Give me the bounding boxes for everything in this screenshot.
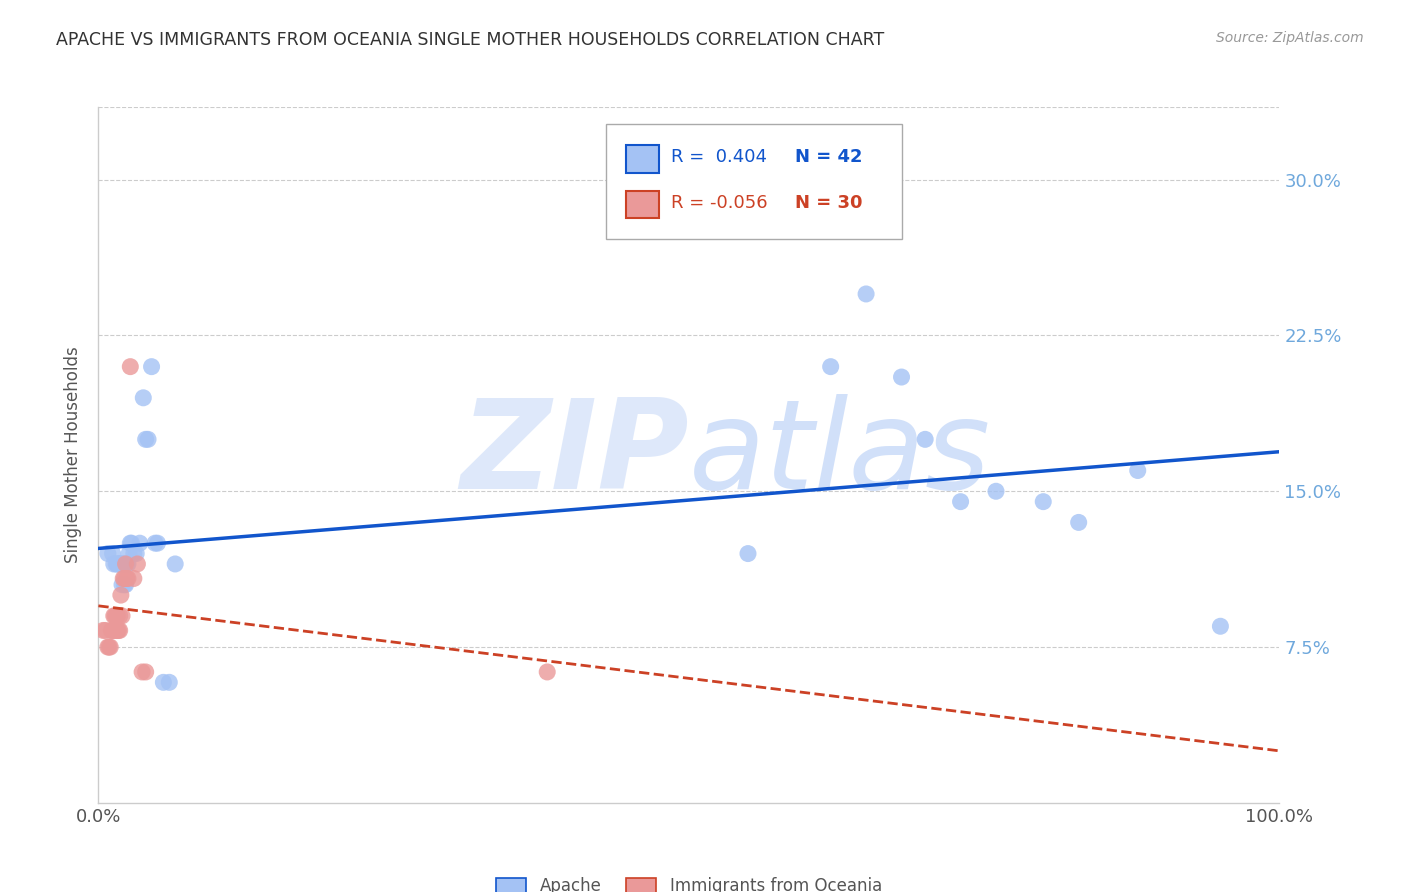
Y-axis label: Single Mother Households: Single Mother Households (65, 347, 83, 563)
Point (1067, 516, 1090, 530)
Point (120, 536, 142, 550)
Point (103, 608, 125, 623)
Point (108, 557, 131, 571)
Point (100, 624, 122, 638)
Point (107, 557, 129, 571)
Point (122, 572, 145, 586)
Point (890, 370, 912, 384)
Point (103, 557, 125, 571)
Point (984, 484, 1007, 499)
Point (112, 557, 135, 571)
Point (136, 433, 159, 447)
Point (128, 536, 150, 550)
Point (855, 287, 877, 301)
Point (115, 557, 138, 571)
Point (103, 624, 125, 638)
Point (101, 624, 124, 638)
Point (118, 547, 141, 561)
Point (1032, 494, 1054, 508)
Point (135, 433, 157, 447)
Point (112, 578, 135, 592)
Point (143, 536, 166, 550)
Point (131, 665, 153, 679)
Point (146, 536, 169, 550)
Point (105, 557, 128, 571)
Point (121, 536, 143, 550)
Point (114, 578, 136, 592)
Point (117, 572, 139, 586)
Point (112, 557, 135, 571)
Point (820, 359, 842, 374)
Point (101, 547, 124, 561)
Point (107, 624, 129, 638)
Point (97, 640, 120, 654)
Point (105, 624, 128, 638)
Point (165, 557, 187, 571)
Point (108, 624, 131, 638)
Point (98, 640, 121, 654)
Point (105, 557, 128, 571)
Point (115, 572, 138, 586)
Point (135, 665, 157, 679)
Text: N = 42: N = 42 (796, 148, 863, 166)
Point (120, 359, 142, 374)
Text: atlas: atlas (689, 394, 991, 516)
Text: R = -0.056: R = -0.056 (671, 194, 768, 212)
Point (1209, 619, 1232, 633)
Point (122, 547, 145, 561)
Point (110, 557, 132, 571)
Point (914, 433, 936, 447)
Point (108, 608, 131, 623)
Point (125, 547, 148, 561)
Point (157, 675, 180, 690)
Point (98, 640, 121, 654)
Point (737, 547, 759, 561)
Point (112, 572, 135, 586)
Text: R =  0.404: R = 0.404 (671, 148, 768, 166)
Point (105, 624, 128, 638)
Point (111, 608, 134, 623)
Point (94, 624, 117, 638)
Point (132, 391, 155, 405)
Text: APACHE VS IMMIGRANTS FROM OCEANIA SINGLE MOTHER HOUSEHOLDS CORRELATION CHART: APACHE VS IMMIGRANTS FROM OCEANIA SINGLE… (56, 31, 884, 49)
Point (105, 608, 128, 623)
Point (105, 608, 128, 623)
Legend: Apache, Immigrants from Oceania: Apache, Immigrants from Oceania (489, 871, 889, 892)
Point (141, 359, 163, 374)
Point (152, 675, 174, 690)
Point (127, 557, 149, 571)
Point (114, 557, 136, 571)
Text: N = 30: N = 30 (796, 194, 863, 212)
Point (1126, 463, 1149, 477)
Text: Source: ZipAtlas.com: Source: ZipAtlas.com (1216, 31, 1364, 45)
FancyBboxPatch shape (626, 191, 659, 219)
Point (111, 578, 134, 592)
Point (117, 557, 139, 571)
Text: ZIP: ZIP (460, 394, 689, 516)
FancyBboxPatch shape (626, 145, 659, 173)
Point (104, 608, 127, 623)
Point (112, 572, 135, 586)
Point (111, 557, 134, 571)
Point (110, 588, 132, 602)
Point (949, 494, 972, 508)
FancyBboxPatch shape (606, 124, 901, 239)
Point (536, 665, 558, 679)
Point (97, 547, 120, 561)
Point (91, 624, 114, 638)
